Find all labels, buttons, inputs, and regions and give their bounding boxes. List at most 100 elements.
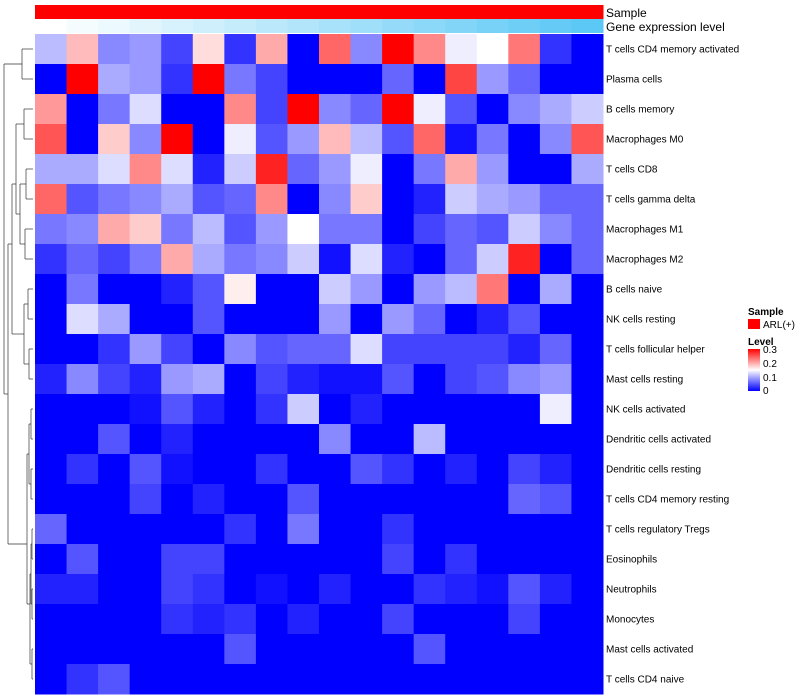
heatmap-cell: [287, 274, 320, 305]
heatmap-cell: [66, 634, 99, 665]
heatmap-cell: [255, 484, 288, 515]
heatmap-cell: [571, 124, 604, 155]
heatmap-cell: [129, 484, 162, 515]
heatmap-cell: [539, 544, 572, 575]
heatmap-cell: [224, 394, 257, 425]
heatmap-cell: [98, 34, 131, 65]
heatmap-cell: [255, 184, 288, 215]
heatmap-cell: [571, 94, 604, 125]
heatmap-cell: [476, 484, 509, 515]
heatmap-cell: [66, 34, 99, 65]
heatmap-cell: [350, 334, 383, 365]
heatmap-cell: [508, 394, 541, 425]
heatmap-cell: [319, 484, 352, 515]
heatmap-cell: [476, 364, 509, 395]
row-label: T cells CD4 memory resting: [606, 495, 729, 506]
heatmap-cell: [66, 334, 99, 365]
heatmap-cell: [413, 94, 446, 125]
heatmap-cell: [539, 664, 572, 695]
heatmap-cell: [508, 304, 541, 335]
heatmap-cell: [413, 364, 446, 395]
row-label: Plasma cells: [606, 75, 662, 86]
heatmap-cell: [350, 394, 383, 425]
gene-expression-annotation-cell: [287, 19, 320, 33]
heatmap-cell: [66, 244, 99, 275]
gene-expression-annotation-cell: [66, 19, 99, 33]
heatmap-cell: [382, 34, 415, 65]
heatmap-cell: [571, 424, 604, 455]
heatmap-cell: [98, 304, 131, 335]
heatmap-cell: [319, 304, 352, 335]
heatmap-cell: [255, 604, 288, 635]
heatmap-cell: [476, 124, 509, 155]
heatmap-cell: [413, 484, 446, 515]
heatmap-cell: [508, 124, 541, 155]
heatmap-cell: [255, 214, 288, 245]
heatmap-cell: [66, 514, 99, 545]
heatmap-cell: [161, 544, 194, 575]
heatmap-cell: [382, 394, 415, 425]
heatmap-cell: [508, 184, 541, 215]
sample-annotation-cell: [224, 5, 257, 19]
heatmap-cell: [35, 304, 68, 335]
heatmap-cell: [161, 94, 194, 125]
gene-expression-annotation-cell: [224, 19, 257, 33]
heatmap-cell: [255, 334, 288, 365]
heatmap-cell: [350, 574, 383, 605]
heatmap-cell: [35, 664, 68, 695]
heatmap-cell: [476, 64, 509, 95]
heatmap-cell: [129, 34, 162, 65]
heatmap-cell: [413, 424, 446, 455]
heatmap-cell: [255, 634, 288, 665]
heatmap-cell: [192, 334, 225, 365]
heatmap-cell: [255, 64, 288, 95]
sample-annotation-cell: [350, 5, 383, 19]
heatmap-cell: [161, 424, 194, 455]
heatmap-cell: [413, 604, 446, 635]
heatmap-cell: [539, 364, 572, 395]
heatmap-cell: [66, 214, 99, 245]
heatmap-cell: [98, 64, 131, 95]
heatmap-cell: [445, 154, 478, 185]
heatmap-cell: [161, 154, 194, 185]
heatmap-cell: [192, 214, 225, 245]
heatmap-cell: [445, 214, 478, 245]
heatmap-cell: [319, 364, 352, 395]
heatmap-cell: [129, 244, 162, 275]
legend-tick-2: 0.1: [763, 373, 777, 384]
heatmap-cell: [476, 334, 509, 365]
heatmap-cell: [571, 64, 604, 95]
heatmap-cell: [571, 454, 604, 485]
heatmap-cell: [571, 574, 604, 605]
row-label: Macrophages M1: [606, 225, 684, 236]
heatmap-cell: [508, 454, 541, 485]
heatmap-cell: [129, 634, 162, 665]
heatmap-cell: [66, 394, 99, 425]
heatmap-cell: [255, 274, 288, 305]
heatmap-cell: [508, 34, 541, 65]
heatmap-cell: [287, 154, 320, 185]
gene-expression-annotation-cell: [476, 19, 509, 33]
row-label: T cells CD4 naive: [606, 675, 685, 686]
heatmap-cell: [129, 664, 162, 695]
heatmap-cell: [224, 424, 257, 455]
heatmap-cell: [445, 244, 478, 275]
heatmap-cell: [224, 574, 257, 605]
sample-annotation-cell: [192, 5, 225, 19]
sample-annotation-cell: [445, 5, 478, 19]
heatmap-cell: [508, 274, 541, 305]
heatmap-cell: [192, 394, 225, 425]
heatmap-cell: [35, 604, 68, 635]
heatmap-cell: [98, 124, 131, 155]
heatmap-cell: [539, 424, 572, 455]
heatmap-cell: [539, 304, 572, 335]
heatmap-cell: [319, 604, 352, 635]
heatmap-cell: [129, 544, 162, 575]
heatmap-cell: [66, 364, 99, 395]
sample-annotation-cell: [129, 5, 162, 19]
heatmap-cell: [382, 484, 415, 515]
heatmap-cell: [350, 544, 383, 575]
gene-expression-annotation-cell: [413, 19, 446, 33]
heatmap-cell: [35, 124, 68, 155]
heatmap-cell: [571, 214, 604, 245]
